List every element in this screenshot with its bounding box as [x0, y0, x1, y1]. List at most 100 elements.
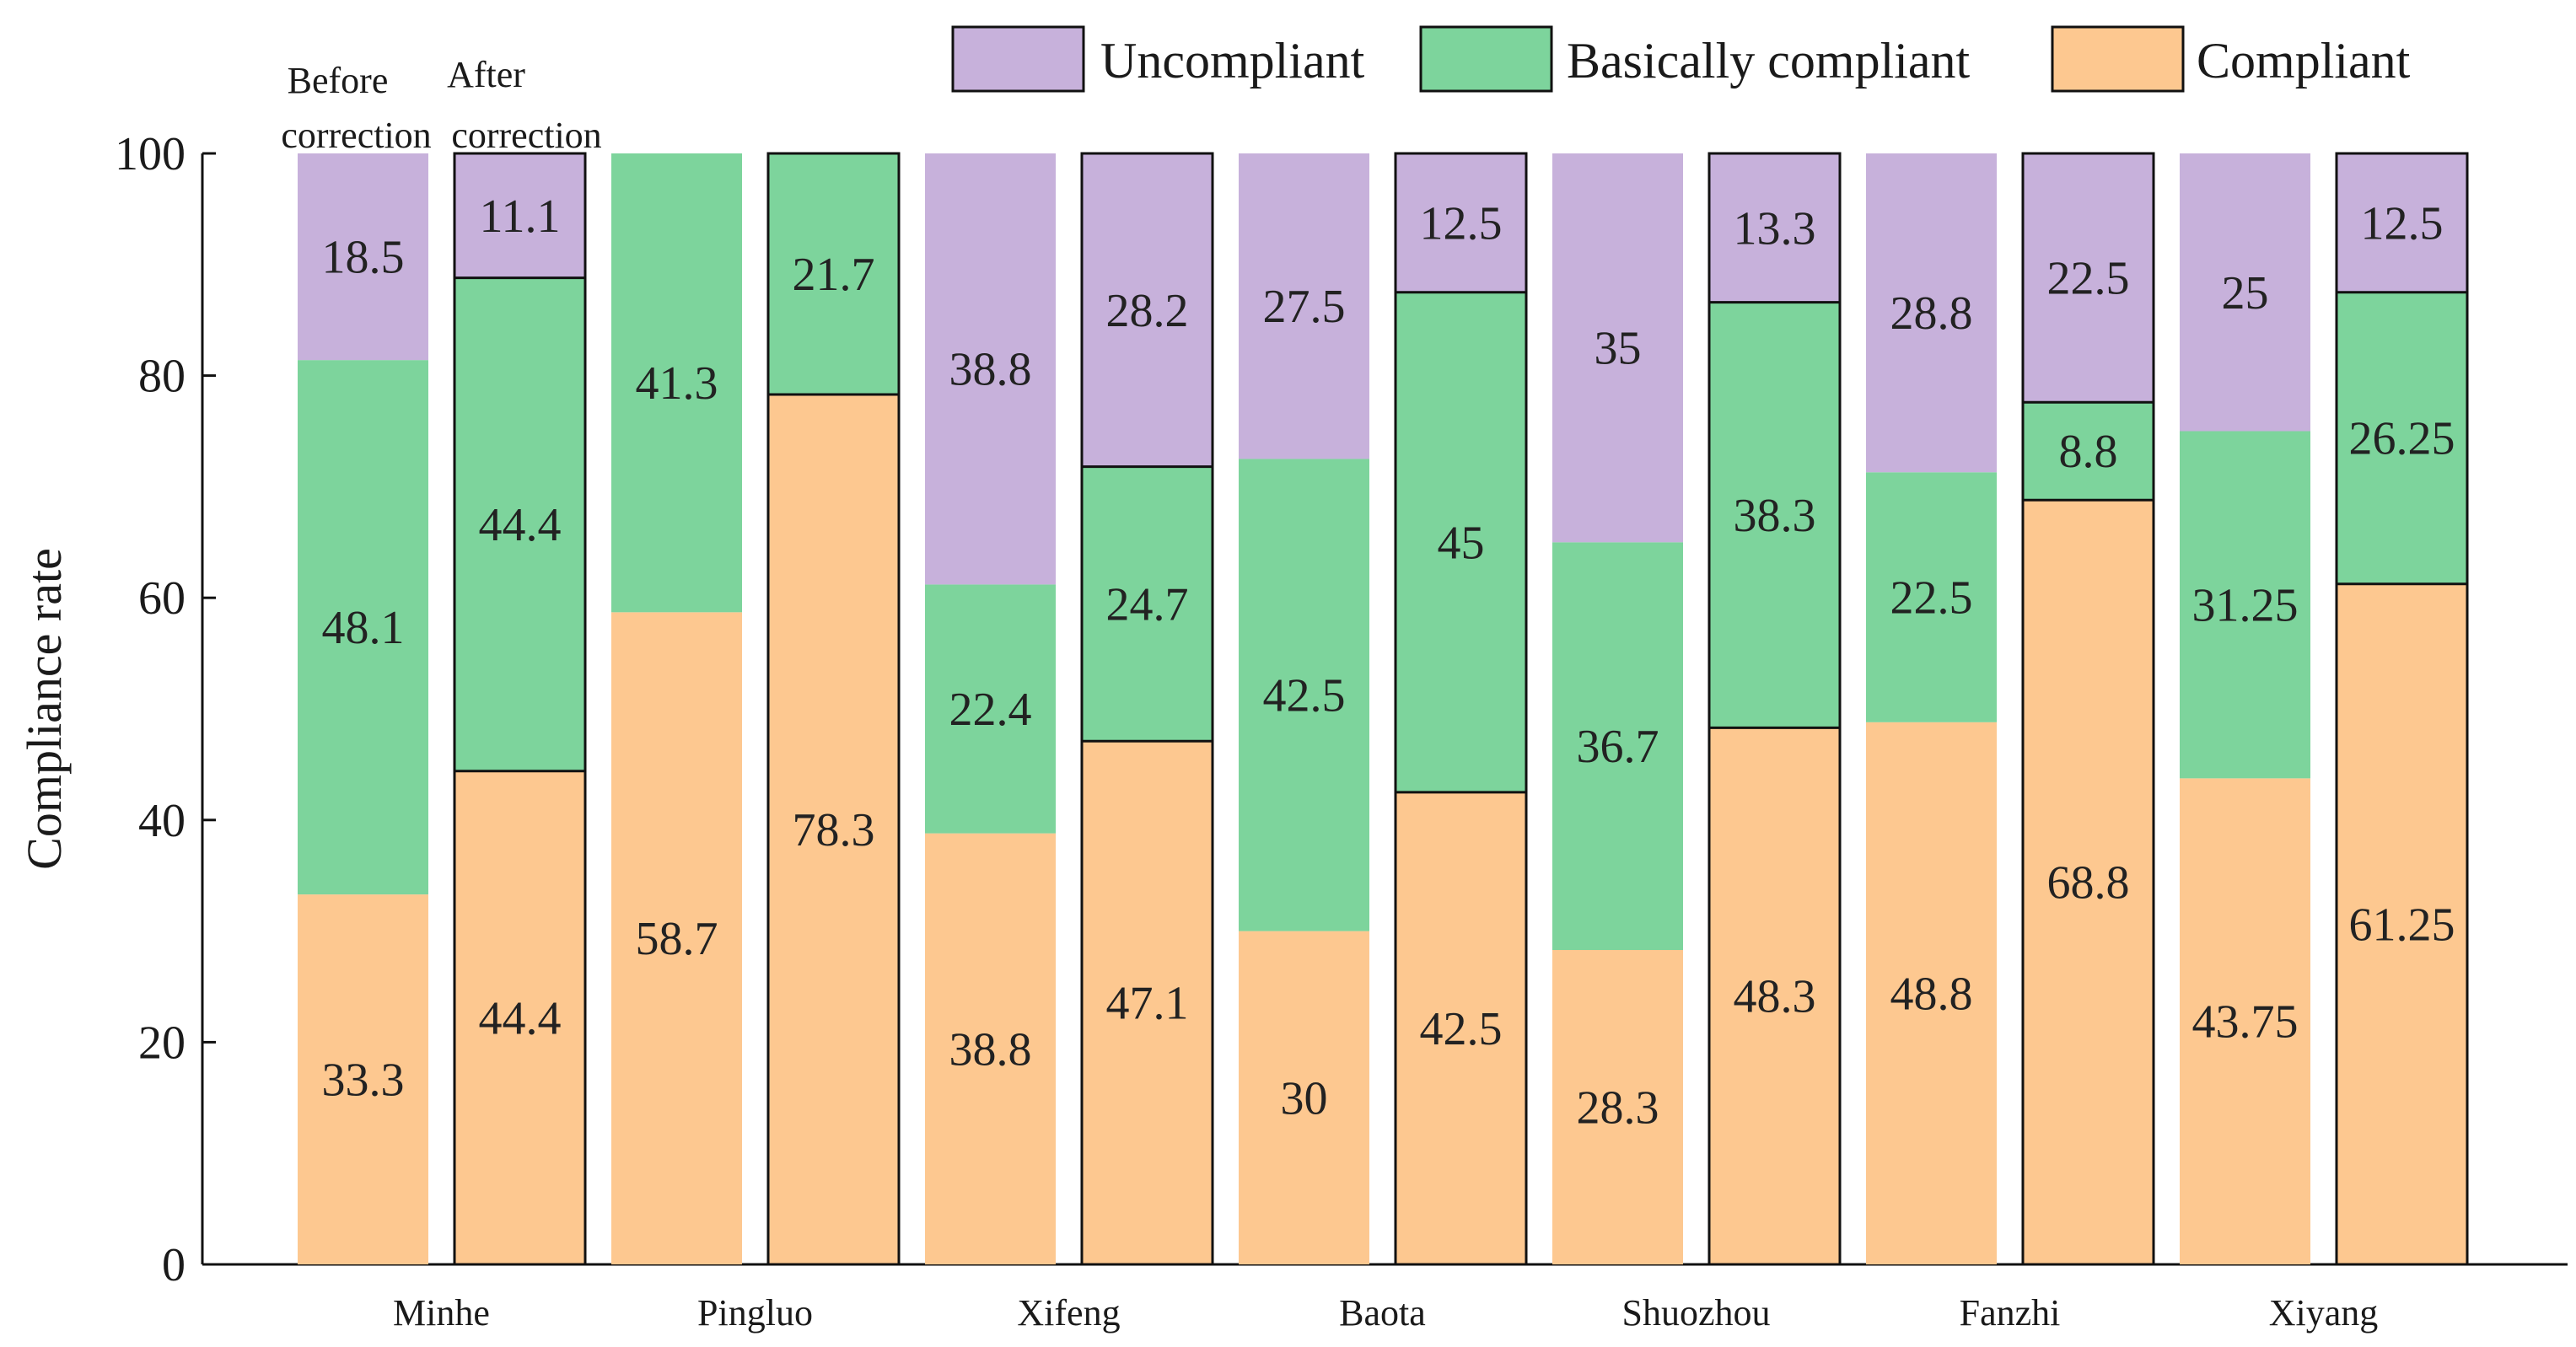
data-label: 42.5	[1420, 1003, 1503, 1055]
data-label: 28.8	[1890, 287, 1973, 340]
data-label: 25	[2222, 267, 2269, 319]
bar-segment-basically-compliant	[454, 277, 585, 771]
bar-segment-uncompliant	[1239, 153, 1369, 459]
bar-outline	[453, 152, 587, 1266]
data-label: 36.7	[1577, 721, 1659, 773]
bar-segment-compliant	[1082, 741, 1213, 1264]
bar-segment-basically-compliant	[1239, 459, 1369, 931]
data-label: 41.3	[636, 357, 718, 410]
data-label: 48.3	[1734, 971, 1816, 1023]
data-label: 28.2	[1106, 285, 1189, 337]
legend-swatch-compliant	[2051, 25, 2185, 93]
data-label: 35	[1595, 323, 1642, 375]
data-label: 68.8	[2047, 857, 2130, 910]
y-tick-label: 40	[138, 795, 186, 847]
bar-segment-basically-compliant	[1709, 302, 1840, 728]
x-category-label: Xiyang	[2269, 1292, 2379, 1334]
bar-segment-basically-compliant	[768, 153, 899, 395]
bar-segment-compliant	[2180, 778, 2310, 1264]
y-tick-label: 100	[115, 128, 186, 180]
caption-after-line1: After	[447, 54, 525, 95]
bar-segment-compliant	[2337, 583, 2467, 1264]
data-label: 12.5	[2361, 197, 2444, 250]
chart-axes: 0 20 40 60 80 100 Compliance rate Minhe Pingluo X…	[17, 54, 2568, 1334]
data-label: 48.1	[322, 602, 405, 654]
chart-value-labels: 33.3 48.1 18.5 44.4 44.4 11.1 58.7 41.3 78.3 21.7…	[322, 191, 2455, 1135]
bar-segment-basically-compliant	[611, 153, 742, 613]
legend-swatch-basically-compliant	[1419, 25, 1553, 93]
bar-segment-compliant	[1552, 950, 1683, 1264]
x-category-label: Shuozhou	[1622, 1292, 1771, 1334]
bar-segment-uncompliant	[298, 153, 428, 361]
data-label: 11.1	[480, 191, 561, 243]
y-tick-label: 80	[138, 351, 186, 403]
chart-bars	[298, 152, 2469, 1266]
bar-segment-uncompliant	[1082, 153, 1213, 467]
bar-segment-uncompliant	[2337, 153, 2467, 292]
legend-label-uncompliant: Uncompliant	[1100, 33, 1365, 89]
data-label: 33.3	[322, 1055, 405, 1107]
caption-before-line2: correction	[281, 115, 431, 156]
bar-segment-compliant	[454, 770, 585, 1264]
bar-segment-basically-compliant	[1866, 472, 1997, 722]
data-label: 22.5	[2047, 253, 2130, 305]
bar-segment-basically-compliant	[925, 584, 1056, 834]
bar-segment-compliant	[1866, 722, 1997, 1264]
bar-segment-uncompliant	[1552, 153, 1683, 543]
data-label: 45	[1438, 517, 1485, 569]
bar-segment-uncompliant	[1866, 153, 1997, 473]
data-label: 12.5	[1420, 197, 1503, 250]
bar-segment-uncompliant	[2023, 153, 2154, 403]
data-label: 8.8	[2059, 426, 2118, 478]
data-label: 18.5	[322, 232, 405, 284]
y-tick-label: 0	[162, 1239, 186, 1291]
bar-segment-basically-compliant	[1082, 466, 1213, 742]
data-label: 42.5	[1263, 670, 1346, 722]
data-label: 47.1	[1106, 978, 1189, 1030]
data-label: 48.8	[1890, 968, 1973, 1020]
data-label: 38.8	[949, 1023, 1032, 1076]
data-label: 21.7	[793, 249, 875, 301]
bar-outline	[766, 152, 901, 1266]
y-tick-label: 20	[138, 1017, 186, 1069]
data-label: 44.4	[479, 992, 562, 1044]
x-category-label: Baota	[1339, 1292, 1426, 1334]
bar-segment-compliant	[2023, 500, 2154, 1264]
bar-outline	[2021, 152, 2155, 1266]
data-label: 78.3	[793, 804, 875, 856]
legend-label-basically-compliant: Basically compliant	[1567, 33, 1971, 89]
caption-after-line2: correction	[451, 115, 601, 156]
x-category-label: Minhe	[393, 1292, 490, 1334]
bar-segment-compliant	[1396, 792, 1526, 1264]
data-label: 61.25	[2349, 899, 2455, 951]
bar-segment-uncompliant	[925, 153, 1056, 585]
legend-label-compliant: Compliant	[2197, 33, 2411, 89]
data-label: 22.4	[949, 684, 1032, 736]
bar-outline	[1080, 152, 1214, 1266]
bar-segment-basically-compliant	[1552, 542, 1683, 951]
bar-outline	[2335, 152, 2469, 1266]
data-label: 22.5	[1890, 572, 1973, 625]
x-category-label: Xifeng	[1017, 1292, 1120, 1334]
y-tick-label: 60	[138, 572, 186, 625]
chart-legend: Uncompliant Basically compliant Compliant	[951, 25, 2411, 93]
bar-segment-uncompliant	[1396, 153, 1526, 292]
legend-swatch-uncompliant	[951, 25, 1085, 93]
data-label: 24.7	[1106, 578, 1189, 631]
data-label: 28.3	[1577, 1082, 1659, 1135]
x-category-label: Pingluo	[697, 1292, 813, 1334]
data-label: 44.4	[479, 499, 562, 551]
bar-segment-compliant	[925, 833, 1056, 1264]
bar-segment-compliant	[298, 894, 428, 1264]
data-label: 30	[1281, 1072, 1328, 1124]
bar-segment-basically-compliant	[2023, 402, 2154, 501]
data-label: 26.25	[2349, 413, 2455, 465]
y-axis-title: Compliance rate	[17, 548, 72, 870]
bar-segment-basically-compliant	[1396, 292, 1526, 792]
x-category-label: Fanzhi	[1960, 1292, 2061, 1334]
bar-segment-basically-compliant	[2337, 292, 2467, 584]
bar-outline	[1394, 152, 1528, 1266]
bar-segment-compliant	[768, 394, 899, 1265]
data-label: 27.5	[1263, 281, 1346, 333]
